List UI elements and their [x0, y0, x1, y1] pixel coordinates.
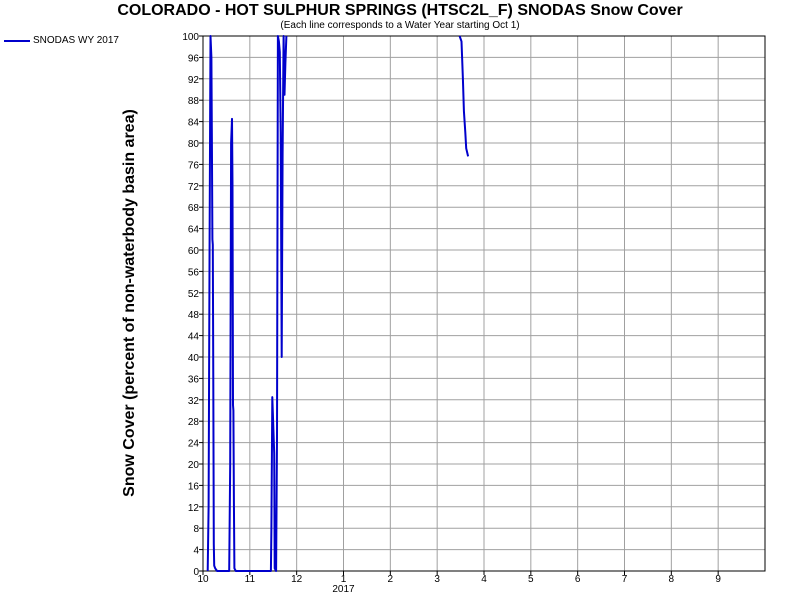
x-tick-label: 9 [715, 574, 721, 585]
y-tick-label: 16 [188, 481, 200, 492]
y-tick-label: 56 [188, 267, 200, 278]
x-year-label: 2017 [332, 584, 355, 595]
y-tick-label: 4 [193, 546, 199, 557]
y-tick-label: 76 [188, 160, 200, 171]
y-tick-label: 44 [188, 332, 200, 343]
x-tick-label: 11 [245, 574, 256, 585]
y-tick-label: 64 [188, 225, 200, 236]
x-tick-label: 7 [622, 574, 628, 585]
y-tick-label: 88 [188, 96, 200, 107]
x-tick-label: 2 [388, 574, 394, 585]
y-tick-label: 12 [188, 503, 200, 514]
legend-swatch [4, 39, 30, 42]
y-tick-label: 72 [188, 182, 200, 193]
x-tick-label: 3 [434, 574, 440, 585]
chart-subtitle: (Each line corresponds to a Water Year s… [280, 20, 520, 31]
y-tick-label: 68 [188, 203, 200, 214]
y-tick-label: 96 [188, 53, 200, 64]
y-tick-label: 60 [188, 246, 200, 257]
x-tick-label: 10 [197, 574, 209, 585]
y-tick-label: 36 [188, 374, 200, 385]
y-tick-label: 84 [188, 118, 200, 129]
x-tick-label: 6 [575, 574, 581, 585]
legend-label: SNODAS WY 2017 [33, 35, 119, 46]
x-tick-label: 1 [341, 574, 347, 585]
y-tick-label: 28 [188, 417, 200, 428]
y-tick-label: 52 [188, 289, 200, 300]
y-tick-label: 20 [188, 460, 200, 471]
chart-title: COLORADO - HOT SULPHUR SPRINGS (HTSC2L_F… [117, 2, 683, 19]
y-tick-label: 92 [188, 75, 200, 86]
y-tick-label: 48 [188, 310, 200, 321]
y-tick-label: 24 [188, 439, 200, 450]
series-line [458, 35, 470, 157]
x-tick-label: 5 [528, 574, 534, 585]
x-tick-label: 4 [481, 574, 487, 585]
x-tick-label: 12 [291, 574, 303, 585]
y-tick-label: 80 [188, 139, 200, 150]
legend: SNODAS WY 2017 [4, 35, 119, 46]
y-tick-label: 40 [188, 353, 200, 364]
series-line [206, 35, 288, 572]
y-tick-label: 8 [193, 524, 199, 535]
y-tick-label: 100 [182, 32, 199, 43]
x-tick-label: 8 [669, 574, 675, 585]
plot-border [202, 35, 766, 572]
y-tick-label: 32 [188, 396, 200, 407]
y-tick-label: 0 [193, 567, 199, 578]
